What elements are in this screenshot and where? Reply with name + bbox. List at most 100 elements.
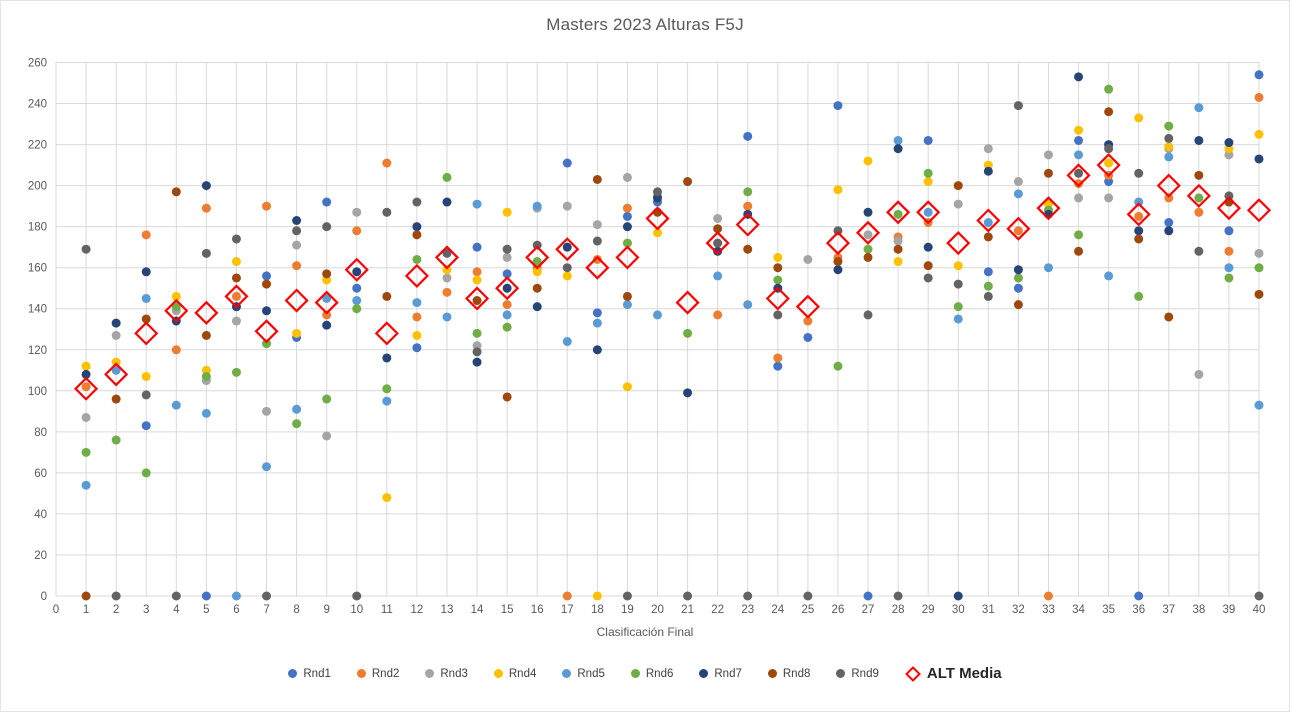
data-point-Rnd7 (292, 215, 302, 225)
data-point-Rnd6 (472, 328, 482, 338)
data-point-Rnd4 (141, 371, 151, 381)
data-point-Rnd4 (532, 267, 542, 277)
x-tick-label: 35 (1102, 604, 1115, 616)
data-point-Rnd3 (1104, 193, 1114, 203)
legend-item-rnd7: Rnd7 (699, 668, 742, 680)
data-point-Rnd9 (653, 187, 662, 197)
data-point-Rnd5 (171, 400, 181, 410)
data-point-Rnd8 (171, 187, 181, 197)
data-point-Rnd6 (442, 172, 452, 182)
data-point-Rnd8 (382, 291, 392, 301)
data-point-Rnd1 (743, 131, 753, 141)
legend-marker-icon (767, 669, 777, 678)
data-point-Rnd9 (1074, 168, 1084, 178)
data-point-Rnd5 (502, 310, 512, 320)
data-point-Rnd6 (141, 468, 151, 478)
data-point-Rnd9 (141, 390, 151, 400)
data-point-Rnd2 (592, 254, 602, 264)
series-Rnd4 (81, 113, 1264, 601)
data-point-Rnd2 (1194, 207, 1204, 217)
data-point-alt-media (1186, 183, 1211, 208)
data-point-Rnd2 (803, 316, 813, 326)
data-point-Rnd5 (322, 293, 332, 303)
data-point-Rnd4 (382, 493, 392, 503)
data-point-Rnd3 (472, 341, 482, 351)
data-point-Rnd8 (983, 232, 993, 242)
data-point-Rnd8 (863, 252, 873, 262)
data-point-Rnd8 (502, 392, 512, 402)
data-point-Rnd1 (923, 135, 933, 145)
series-Rnd3 (81, 144, 1264, 441)
data-point-Rnd4 (1254, 129, 1264, 139)
y-tick-label: 220 (28, 140, 47, 152)
data-point-Rnd2 (622, 203, 632, 213)
data-point-Rnd4 (833, 185, 843, 195)
data-point-Rnd8 (743, 244, 753, 254)
data-point-Rnd1 (592, 308, 602, 318)
data-point-Rnd5 (262, 462, 272, 472)
data-point-Rnd1 (773, 361, 783, 371)
x-tick-label: 34 (1072, 604, 1085, 616)
data-point-Rnd4 (81, 361, 91, 371)
series-Rnd7 (81, 72, 1264, 601)
data-point-Rnd9 (683, 591, 693, 601)
data-point-Rnd5 (1043, 263, 1053, 273)
data-point-Rnd8 (81, 591, 91, 601)
data-point-Rnd6 (1104, 84, 1114, 94)
data-point-Rnd5 (352, 296, 362, 306)
data-point-alt-media (675, 290, 700, 315)
data-point-Rnd1 (472, 242, 482, 252)
y-tick-label: 80 (34, 427, 47, 439)
data-point-Rnd3 (111, 330, 121, 340)
data-point-Rnd8 (262, 279, 272, 289)
data-point-Rnd4 (893, 257, 903, 267)
data-point-Rnd5 (141, 293, 151, 303)
data-point-Rnd6 (923, 168, 933, 178)
data-point-Rnd3 (562, 201, 572, 211)
data-point-Rnd8 (622, 291, 632, 301)
legend-item-label: Rnd7 (714, 667, 742, 680)
data-point-Rnd6 (81, 447, 91, 457)
data-point-Rnd9 (1224, 191, 1234, 201)
y-tick-label: 260 (28, 58, 47, 70)
data-point-Rnd6 (111, 435, 121, 445)
data-point-Rnd9 (983, 291, 993, 301)
data-point-Rnd4 (622, 382, 632, 392)
legend: Rnd1 Rnd2 Rnd3 Rnd4 Rnd5 Rnd6 Rnd7 Rnd8 Rnd9 ALT … (1, 665, 1289, 682)
data-point-Rnd7 (322, 320, 332, 330)
x-tick-label: 19 (621, 604, 634, 616)
data-point-Rnd9 (773, 310, 783, 320)
data-point-Rnd6 (1134, 291, 1144, 301)
data-point-Rnd7 (863, 207, 873, 217)
data-point-Rnd5 (622, 300, 632, 310)
data-point-Rnd7 (1013, 265, 1023, 275)
data-point-Rnd8 (592, 174, 602, 184)
data-point-Rnd7 (683, 388, 693, 398)
data-point-Rnd9 (322, 222, 332, 232)
x-tick-label: 33 (1042, 604, 1055, 616)
data-point-Rnd2 (472, 267, 482, 277)
data-point-Rnd8 (683, 177, 693, 187)
data-point-Rnd1 (983, 267, 993, 277)
data-point-Rnd1 (352, 283, 362, 293)
data-point-Rnd5 (111, 365, 121, 375)
y-tick-label: 160 (28, 263, 47, 275)
data-point-Rnd8 (1254, 289, 1264, 299)
data-point-Rnd7 (1224, 138, 1234, 148)
data-point-Rnd2 (1134, 211, 1144, 221)
data-point-Rnd4 (322, 275, 332, 285)
data-point-Rnd6 (1074, 230, 1084, 240)
data-point-Rnd3 (622, 172, 632, 182)
data-point-Rnd5 (201, 408, 211, 418)
data-point-Rnd4 (923, 177, 933, 187)
data-point-Rnd7 (833, 265, 843, 275)
data-point-Rnd8 (713, 224, 723, 234)
x-tick-label: 24 (771, 604, 784, 616)
data-point-Rnd6 (893, 209, 903, 219)
data-point-Rnd1 (1164, 218, 1174, 228)
data-point-Rnd7 (1164, 226, 1174, 236)
data-point-alt-media (645, 206, 670, 231)
data-point-Rnd2 (141, 230, 151, 240)
